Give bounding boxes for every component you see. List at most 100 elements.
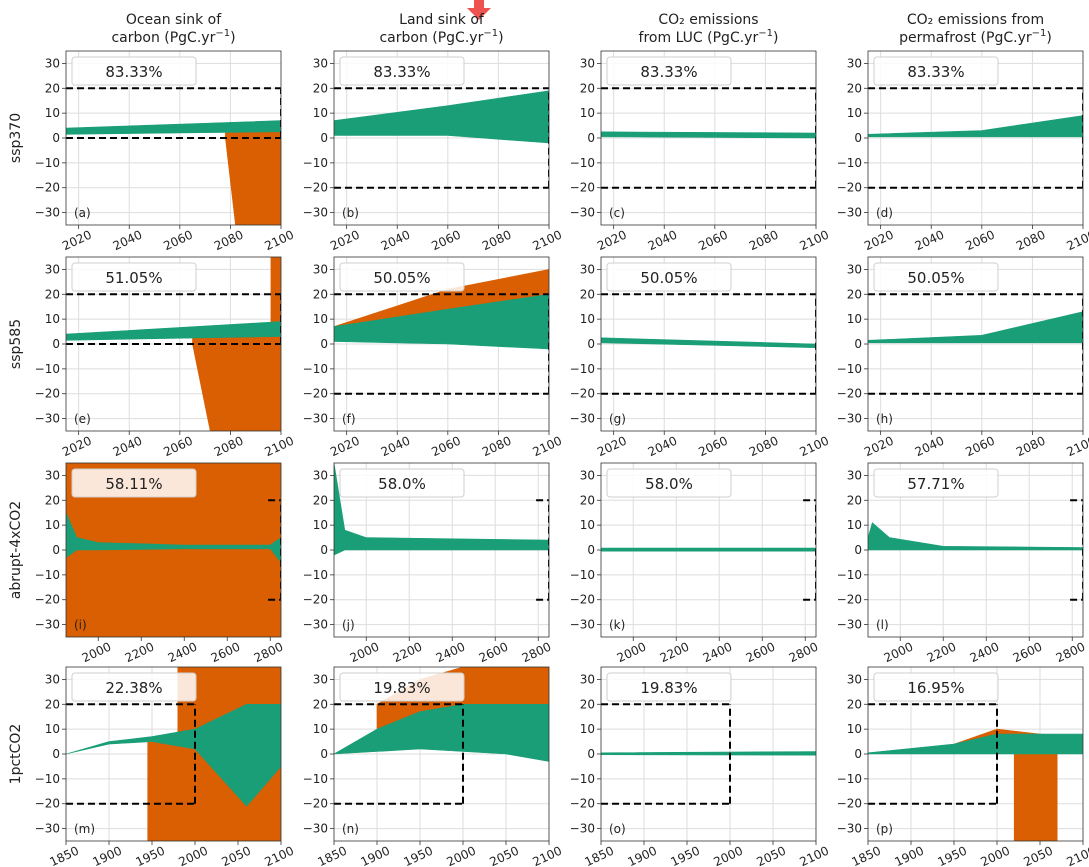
percentage-box-bg — [339, 468, 465, 498]
percentage-value: 19.83% — [640, 679, 697, 697]
x-tick-label: 2000 — [80, 640, 114, 666]
column-title-line1: CO₂ emissions — [658, 12, 758, 28]
percentage-box: 16.95% — [873, 672, 999, 702]
x-tick-label: 2400 — [434, 640, 468, 666]
x-tick-label: 2100 — [798, 228, 832, 254]
y-tick-label: 10 — [847, 106, 862, 120]
x-tick-label: 2100 — [798, 434, 832, 460]
y-tick-label: −10 — [35, 772, 60, 786]
percentage-box: 51.05% — [71, 262, 197, 292]
feasible-band — [868, 115, 1083, 138]
y-tick-label: 10 — [847, 312, 862, 326]
percentage-box-bg — [873, 672, 999, 702]
y-tick-label: 30 — [847, 56, 862, 70]
x-tick-label: 2400 — [701, 640, 735, 666]
x-tick-label: 2020 — [595, 228, 629, 254]
threshold-box — [536, 499, 549, 601]
percentage-box: 50.05% — [606, 262, 732, 292]
panel-label: (d) — [876, 206, 893, 220]
percentage-value: 58.0% — [378, 475, 426, 493]
x-tick-label: 2100 — [263, 228, 297, 254]
panel-label: (e) — [74, 412, 91, 426]
y-tick-label: −20 — [837, 593, 862, 607]
y-tick-label: 10 — [847, 518, 862, 532]
y-tick-label: 20 — [313, 493, 328, 507]
percentage-box-bg — [606, 56, 732, 86]
y-tick-label: 0 — [854, 337, 862, 351]
percentage-box: 83.33% — [873, 56, 999, 86]
y-tick-label: 10 — [313, 518, 328, 532]
feasible-band — [601, 131, 816, 139]
x-tick-label: 2060 — [429, 228, 463, 254]
y-tick-label: 20 — [45, 287, 60, 301]
y-tick-label: 0 — [587, 543, 595, 557]
x-tick-label: 2020 — [60, 228, 94, 254]
percentage-box: 57.71% — [873, 468, 999, 498]
y-tick-label: 30 — [847, 262, 862, 276]
y-tick-label: 0 — [52, 747, 60, 761]
x-tick-label: 2000 — [979, 844, 1013, 867]
y-tick-label: 20 — [847, 287, 862, 301]
x-tick-label: 2020 — [60, 434, 94, 460]
y-tick-label: −20 — [303, 181, 328, 195]
y-tick-label: −10 — [570, 362, 595, 376]
row-label: ssp370 — [8, 113, 24, 163]
y-tick-label: 30 — [580, 56, 595, 70]
y-tick-label: 30 — [45, 672, 60, 686]
y-tick-label: 20 — [45, 493, 60, 507]
y-tick-label: −20 — [570, 387, 595, 401]
panel-label: (o) — [609, 822, 626, 836]
x-tick-label: 2040 — [111, 434, 145, 460]
panel-label: (h) — [876, 412, 893, 426]
y-tick-label: −10 — [837, 772, 862, 786]
y-tick-label: 20 — [580, 493, 595, 507]
percentage-box-bg — [339, 672, 465, 702]
x-tick-label: 2020 — [328, 434, 362, 460]
threshold-box — [601, 293, 816, 395]
panel-label: (b) — [342, 206, 359, 220]
percentage-box: 58.11% — [71, 468, 197, 498]
x-tick-label: 1900 — [626, 844, 660, 867]
percentage-box-bg — [873, 468, 999, 498]
y-tick-label: −20 — [303, 387, 328, 401]
panel-p: 30 20 10 0 −10 −20 −30 1850 1900 1950 2000 2050 2100… — [837, 666, 1089, 867]
x-tick-label: 2100 — [531, 434, 565, 460]
x-tick-label: 2040 — [913, 434, 947, 460]
y-tick-label: −30 — [35, 618, 60, 632]
y-tick-label: 30 — [45, 56, 60, 70]
y-tick-label: 30 — [313, 672, 328, 686]
x-tick-label: 2100 — [263, 434, 297, 460]
feasible-band — [334, 704, 549, 762]
panel-label: (p) — [876, 822, 893, 836]
feasible-band — [601, 547, 816, 552]
x-tick-label: 2100 — [1065, 844, 1089, 867]
y-tick-label: −30 — [35, 412, 60, 426]
column-title-tail: ) — [773, 30, 778, 46]
percentage-value: 22.38% — [105, 679, 162, 697]
percentage-box: 50.05% — [873, 262, 999, 292]
y-tick-label: 20 — [580, 287, 595, 301]
x-tick-label: 2400 — [166, 640, 200, 666]
y-tick-label: −20 — [35, 181, 60, 195]
top-arrow-icon — [467, 0, 491, 20]
column-title-unit: from LUC (PgC.yr — [639, 30, 759, 46]
x-tick-label: 1950 — [936, 844, 970, 867]
threshold-box — [601, 87, 816, 189]
panel-i: 30 20 10 0 −10 −20 −30 2000 2200 2400 2600 2800 58.1… — [35, 462, 285, 666]
percentage-box-bg — [606, 468, 732, 498]
x-tick-label: 1850 — [583, 844, 617, 867]
column-title-tail: ) — [1046, 30, 1051, 46]
y-tick-label: 20 — [580, 697, 595, 711]
plot-content — [66, 463, 281, 637]
y-tick-label: −10 — [303, 568, 328, 582]
y-tick-label: −10 — [303, 362, 328, 376]
percentage-box-bg — [606, 262, 732, 292]
x-tick-label: 2200 — [391, 640, 425, 666]
panel-o: 30 20 10 0 −10 −20 −30 1850 1900 1950 2000 2050 2100… — [570, 666, 831, 867]
percentage-value: 83.33% — [640, 63, 697, 81]
y-tick-label: 30 — [580, 262, 595, 276]
y-tick-label: −20 — [837, 181, 862, 195]
